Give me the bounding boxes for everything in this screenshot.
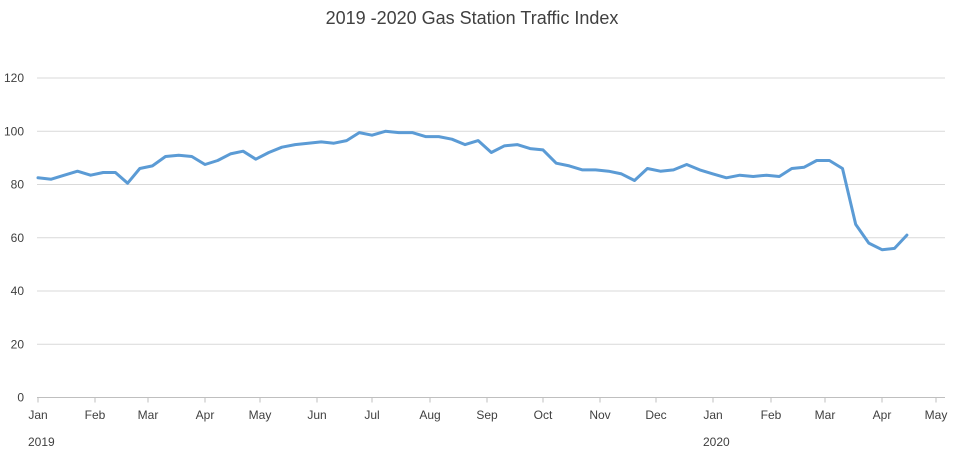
x-tick-label: Jan	[703, 408, 722, 422]
y-tick-label: 40	[11, 284, 25, 298]
x-tick-label: Feb	[85, 408, 106, 422]
y-tick-label: 120	[4, 71, 24, 85]
series-group	[36, 129, 909, 252]
x-tick-label: Jan	[28, 408, 47, 422]
x-tick-label: Sep	[476, 408, 498, 422]
x-tick-label: May	[925, 408, 948, 422]
chart-title: 2019 -2020 Gas Station Traffic Index	[326, 8, 619, 28]
y-tick-label: 60	[11, 231, 25, 245]
year-label: 2019	[28, 435, 55, 449]
x-tick-label: Feb	[761, 408, 782, 422]
x-tick-label: Aug	[419, 408, 440, 422]
y-tick-label: 100	[4, 124, 24, 138]
gridlines	[37, 77, 945, 398]
y-tick-label: 80	[11, 178, 25, 192]
year-labels: 2019 2020	[28, 435, 730, 449]
x-tick-label: Nov	[589, 408, 610, 422]
x-axis: Jan Feb Mar Apr May Jun Jul Aug Sep Oct Nov Dec Jan F…	[28, 397, 948, 422]
x-tick-label: Jun	[307, 408, 326, 422]
year-label: 2020	[703, 435, 730, 449]
x-tick-label: May	[249, 408, 272, 422]
x-tick-label: Apr	[873, 408, 892, 422]
x-tick-label: Dec	[645, 408, 666, 422]
x-tick-label: Jul	[364, 408, 379, 422]
y-tick-label: 0	[17, 391, 24, 405]
x-tick-label: Apr	[196, 408, 215, 422]
x-tick-label: Oct	[534, 408, 553, 422]
x-tick-label: Mar	[815, 408, 836, 422]
y-tick-label: 20	[11, 337, 25, 351]
series-line-0	[36, 129, 909, 252]
y-axis: 0 20 40 60 80 100 120	[4, 71, 24, 405]
x-tick-label: Mar	[138, 408, 159, 422]
